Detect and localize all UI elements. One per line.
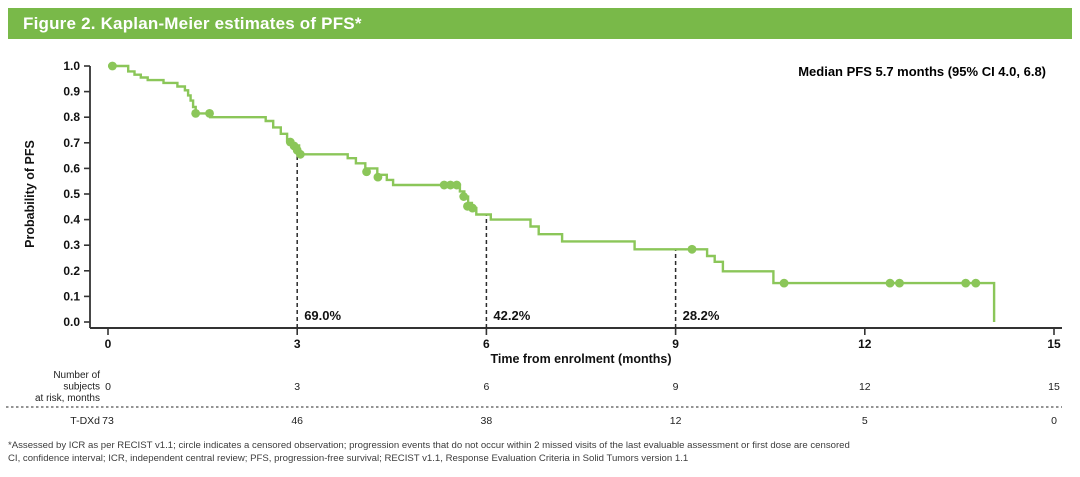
y-tick-label: 0.9 bbox=[63, 85, 80, 99]
censor-mark bbox=[687, 244, 697, 254]
y-tick-label: 1.0 bbox=[63, 59, 80, 73]
censor-mark bbox=[439, 180, 449, 190]
risk-table-month: 9 bbox=[673, 381, 679, 393]
censor-mark bbox=[446, 180, 455, 190]
censor-mark bbox=[362, 167, 371, 177]
censor-mark bbox=[468, 203, 477, 213]
risk-table-row-label: T-DXd bbox=[70, 415, 100, 427]
y-tick-label: 0.4 bbox=[63, 213, 80, 227]
x-tick-label: 6 bbox=[483, 337, 490, 351]
censor-mark bbox=[971, 278, 981, 288]
risk-table-value: 12 bbox=[670, 415, 682, 427]
median-pfs-annotation: Median PFS 5.7 months (95% CI 4.0, 6.8) bbox=[798, 64, 1046, 79]
x-tick-label: 3 bbox=[294, 337, 301, 351]
footnote-line-2: CI, confidence interval; ICR, independen… bbox=[8, 452, 689, 464]
censor-mark bbox=[885, 278, 895, 288]
risk-table-value: 38 bbox=[481, 415, 493, 427]
risk-table-header-line: Number of bbox=[53, 370, 100, 381]
risk-table-value: 5 bbox=[862, 415, 868, 427]
risk-table-month: 0 bbox=[105, 381, 111, 393]
figure-title: Figure 2. Kaplan-Meier estimates of PFS* bbox=[23, 13, 362, 33]
censor-mark bbox=[452, 180, 462, 190]
censor-mark bbox=[895, 278, 904, 288]
censor-mark bbox=[191, 108, 201, 118]
risk-table-value: 46 bbox=[291, 415, 303, 427]
risk-table-value: 0 bbox=[1051, 415, 1057, 427]
y-tick-label: 0.2 bbox=[63, 264, 80, 278]
landmark-percent-label: 28.2% bbox=[683, 308, 720, 323]
risk-table-month: 15 bbox=[1048, 381, 1060, 393]
censor-mark bbox=[961, 278, 971, 288]
censor-mark bbox=[779, 278, 789, 288]
y-tick-label: 0.8 bbox=[63, 110, 80, 124]
y-tick-label: 0.0 bbox=[63, 315, 80, 329]
censor-mark bbox=[295, 149, 305, 159]
y-axis-title: Probability of PFS bbox=[23, 140, 37, 248]
censor-mark bbox=[108, 61, 117, 71]
y-tick-label: 0.7 bbox=[63, 136, 80, 150]
landmark-percent-label: 42.2% bbox=[493, 308, 530, 323]
x-axis-title: Time from enrolment (months) bbox=[490, 352, 671, 366]
censor-mark bbox=[459, 192, 469, 201]
censor-mark bbox=[373, 172, 383, 182]
km-chart: 1.0 0.9 0.8 0.7 0.6 0.5 0.4 0.3 0.2 0.1 0.0 Probabi… bbox=[6, 59, 1062, 427]
footnote-line-1: *Assessed by ICR as per RECIST v1.1; cir… bbox=[8, 440, 850, 451]
km-curve bbox=[108, 64, 996, 322]
risk-table-month: 6 bbox=[483, 381, 489, 393]
risk-table-month: 12 bbox=[859, 381, 871, 393]
y-tick-label: 0.5 bbox=[63, 187, 80, 201]
x-tick-label: 15 bbox=[1047, 337, 1061, 351]
y-tick-label: 0.6 bbox=[63, 161, 80, 175]
y-tick-label: 0.1 bbox=[63, 289, 80, 303]
figure-title-bar: Figure 2. Kaplan-Meier estimates of PFS* bbox=[8, 8, 1072, 39]
risk-table-header-line: subjects bbox=[63, 382, 100, 393]
x-tick-label: 9 bbox=[672, 337, 679, 351]
risk-table-month: 3 bbox=[294, 381, 300, 393]
x-tick-label: 12 bbox=[858, 337, 872, 351]
landmark-percent-label: 69.0% bbox=[304, 308, 341, 323]
y-tick-label: 0.3 bbox=[63, 238, 80, 252]
footnotes: *Assessed by ICR as per RECIST v1.1; cir… bbox=[8, 440, 1072, 465]
risk-table-header-line: at risk, months bbox=[35, 393, 100, 404]
x-tick-label: 0 bbox=[105, 337, 112, 351]
risk-table-value: 73 bbox=[102, 415, 114, 427]
censor-mark bbox=[205, 108, 214, 118]
